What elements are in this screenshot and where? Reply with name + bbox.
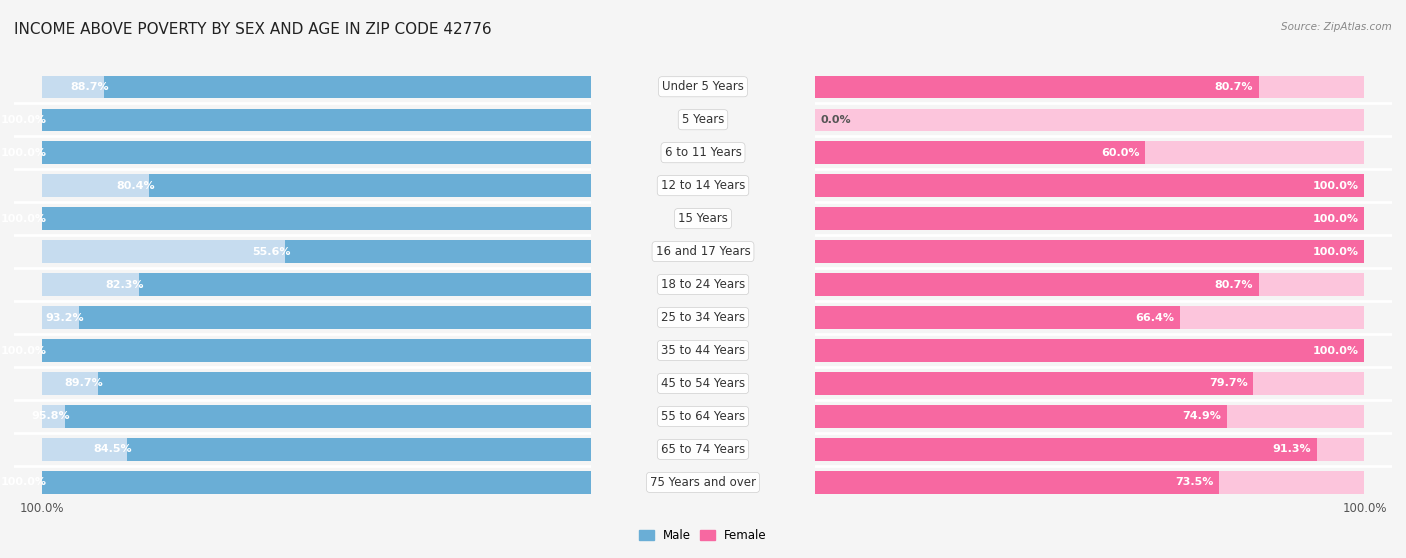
- Text: 91.3%: 91.3%: [1272, 444, 1312, 454]
- Text: 80.7%: 80.7%: [1215, 81, 1253, 92]
- Bar: [42, 75, 591, 98]
- Text: 95.8%: 95.8%: [31, 411, 70, 421]
- Bar: [815, 273, 1364, 296]
- Bar: [815, 240, 1364, 263]
- Bar: [815, 372, 1253, 395]
- Bar: [149, 175, 591, 197]
- Text: 12 to 14 Years: 12 to 14 Years: [661, 179, 745, 192]
- Bar: [42, 208, 591, 230]
- Text: 100.0%: 100.0%: [1, 115, 46, 125]
- Text: 100.0%: 100.0%: [1, 214, 46, 224]
- Bar: [815, 108, 1364, 131]
- Text: Under 5 Years: Under 5 Years: [662, 80, 744, 93]
- Bar: [815, 142, 1364, 164]
- Bar: [815, 339, 1364, 362]
- Bar: [815, 339, 1364, 362]
- Bar: [42, 108, 591, 131]
- Text: 66.4%: 66.4%: [1136, 312, 1174, 323]
- Bar: [285, 240, 591, 263]
- Text: 35 to 44 Years: 35 to 44 Years: [661, 344, 745, 357]
- Text: 100.0%: 100.0%: [1313, 214, 1360, 224]
- Bar: [42, 108, 591, 131]
- Bar: [815, 273, 1258, 296]
- Text: 93.2%: 93.2%: [46, 312, 84, 323]
- Text: 55.6%: 55.6%: [252, 247, 291, 257]
- Bar: [815, 208, 1364, 230]
- Bar: [65, 405, 591, 427]
- Text: 100.0%: 100.0%: [1, 148, 46, 158]
- Bar: [42, 339, 591, 362]
- Bar: [42, 208, 591, 230]
- Text: 65 to 74 Years: 65 to 74 Years: [661, 443, 745, 456]
- Text: 100.0%: 100.0%: [1313, 345, 1360, 355]
- Bar: [815, 372, 1364, 395]
- Text: Source: ZipAtlas.com: Source: ZipAtlas.com: [1281, 22, 1392, 32]
- Bar: [79, 306, 591, 329]
- Bar: [42, 471, 591, 494]
- Bar: [127, 438, 591, 461]
- Bar: [98, 372, 591, 395]
- Text: 100.0%: 100.0%: [1, 478, 46, 488]
- Bar: [139, 273, 591, 296]
- Text: 74.9%: 74.9%: [1182, 411, 1222, 421]
- Text: 80.4%: 80.4%: [115, 181, 155, 191]
- Text: 18 to 24 Years: 18 to 24 Years: [661, 278, 745, 291]
- Bar: [42, 240, 591, 263]
- Bar: [42, 142, 591, 164]
- Bar: [815, 208, 1364, 230]
- Text: 55 to 64 Years: 55 to 64 Years: [661, 410, 745, 423]
- Text: 15 Years: 15 Years: [678, 212, 728, 225]
- Bar: [42, 372, 591, 395]
- Legend: Male, Female: Male, Female: [634, 524, 772, 546]
- Bar: [42, 405, 591, 427]
- Bar: [815, 471, 1364, 494]
- Text: 100.0%: 100.0%: [1313, 247, 1360, 257]
- Bar: [815, 75, 1258, 98]
- Bar: [42, 438, 591, 461]
- Bar: [42, 273, 591, 296]
- Text: 84.5%: 84.5%: [93, 444, 132, 454]
- Text: 89.7%: 89.7%: [65, 378, 104, 388]
- Bar: [104, 75, 591, 98]
- Text: INCOME ABOVE POVERTY BY SEX AND AGE IN ZIP CODE 42776: INCOME ABOVE POVERTY BY SEX AND AGE IN Z…: [14, 22, 492, 37]
- Text: 80.7%: 80.7%: [1215, 280, 1253, 290]
- Text: 79.7%: 79.7%: [1209, 378, 1247, 388]
- Text: 16 and 17 Years: 16 and 17 Years: [655, 245, 751, 258]
- Bar: [815, 306, 1364, 329]
- Bar: [42, 175, 591, 197]
- Bar: [815, 306, 1180, 329]
- Text: 75 Years and over: 75 Years and over: [650, 476, 756, 489]
- Bar: [815, 438, 1364, 461]
- Bar: [42, 339, 591, 362]
- Text: 73.5%: 73.5%: [1175, 478, 1213, 488]
- Text: 100.0%: 100.0%: [20, 502, 63, 514]
- Bar: [42, 142, 591, 164]
- Bar: [815, 471, 1219, 494]
- Bar: [815, 438, 1317, 461]
- Bar: [815, 240, 1364, 263]
- Text: 6 to 11 Years: 6 to 11 Years: [665, 146, 741, 159]
- Bar: [815, 175, 1364, 197]
- Bar: [815, 175, 1364, 197]
- Bar: [815, 75, 1364, 98]
- Text: 0.0%: 0.0%: [821, 115, 852, 125]
- Bar: [815, 405, 1226, 427]
- Text: 82.3%: 82.3%: [105, 280, 145, 290]
- Bar: [815, 142, 1144, 164]
- Text: 25 to 34 Years: 25 to 34 Years: [661, 311, 745, 324]
- Text: 100.0%: 100.0%: [1343, 502, 1386, 514]
- Bar: [42, 306, 591, 329]
- Text: 5 Years: 5 Years: [682, 113, 724, 126]
- Text: 88.7%: 88.7%: [70, 81, 110, 92]
- Text: 60.0%: 60.0%: [1101, 148, 1139, 158]
- Bar: [42, 471, 591, 494]
- Text: 100.0%: 100.0%: [1313, 181, 1360, 191]
- Bar: [815, 405, 1364, 427]
- Text: 100.0%: 100.0%: [1, 345, 46, 355]
- Text: 45 to 54 Years: 45 to 54 Years: [661, 377, 745, 390]
